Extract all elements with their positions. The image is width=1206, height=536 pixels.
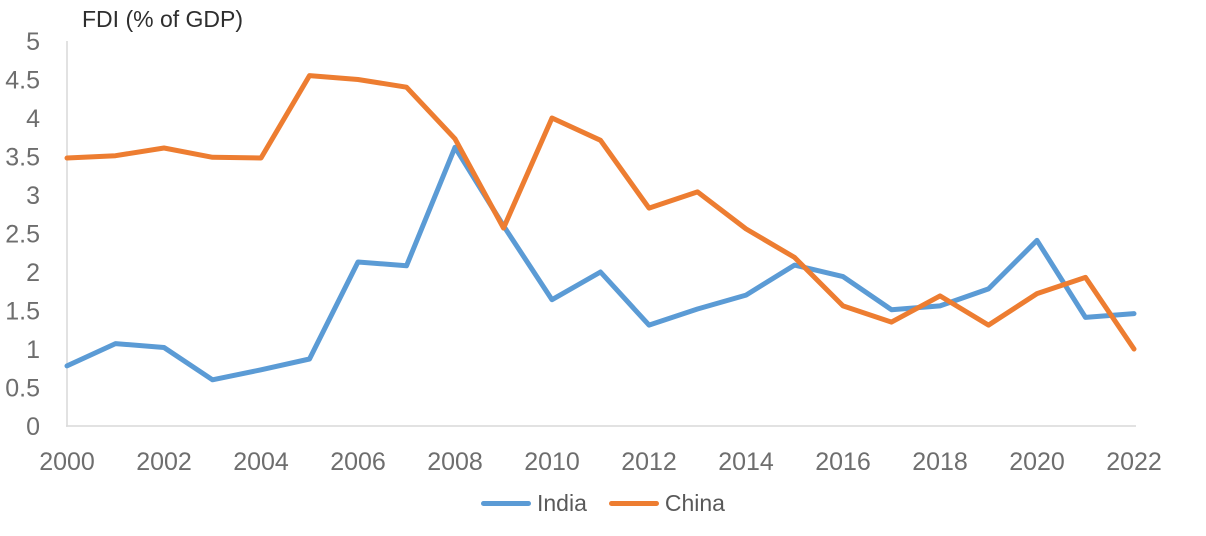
y-tick-label: 2: [26, 259, 40, 287]
india-legend-line-icon: [481, 500, 531, 506]
chart-title: FDI (% of GDP): [82, 6, 244, 32]
india-line: [64, 144, 1137, 383]
x-tick-label: 2022: [1106, 448, 1162, 476]
china-legend-line-icon: [608, 500, 659, 506]
x-tick-label: 2010: [524, 448, 580, 476]
y-tick-label: 1: [26, 336, 40, 364]
legend-item-china: China: [608, 490, 725, 516]
y-tick-label: 5: [26, 28, 40, 56]
y-tick-label: 0.5: [5, 375, 40, 403]
x-tick-label: 2004: [233, 448, 289, 476]
x-tick-label: 2008: [427, 448, 483, 476]
x-tick-label: 2018: [912, 448, 968, 476]
x-tick-label: 2014: [718, 448, 774, 476]
legend-item-india: India: [481, 490, 587, 516]
legend-label-india: India: [537, 490, 587, 516]
y-tick-label: 2.5: [5, 221, 40, 249]
y-tick-label: 3: [26, 182, 40, 210]
legend: India China: [0, 490, 1206, 516]
x-tick-label: 2020: [1009, 448, 1065, 476]
y-tick-label: 4.5: [5, 67, 40, 95]
x-tick-label: 2002: [136, 448, 192, 476]
x-tick-label: 2006: [330, 448, 386, 476]
y-tick-label: 4: [26, 105, 40, 133]
y-tick-label: 0: [26, 413, 40, 441]
x-tick-label: 2016: [815, 448, 871, 476]
y-tick-label: 3.5: [5, 144, 40, 172]
x-tick-label: 2012: [621, 448, 677, 476]
x-tick-label: 2000: [39, 448, 95, 476]
legend-label-china: China: [664, 490, 725, 516]
china-line: [64, 73, 1137, 352]
y-tick-label: 1.5: [5, 298, 40, 326]
